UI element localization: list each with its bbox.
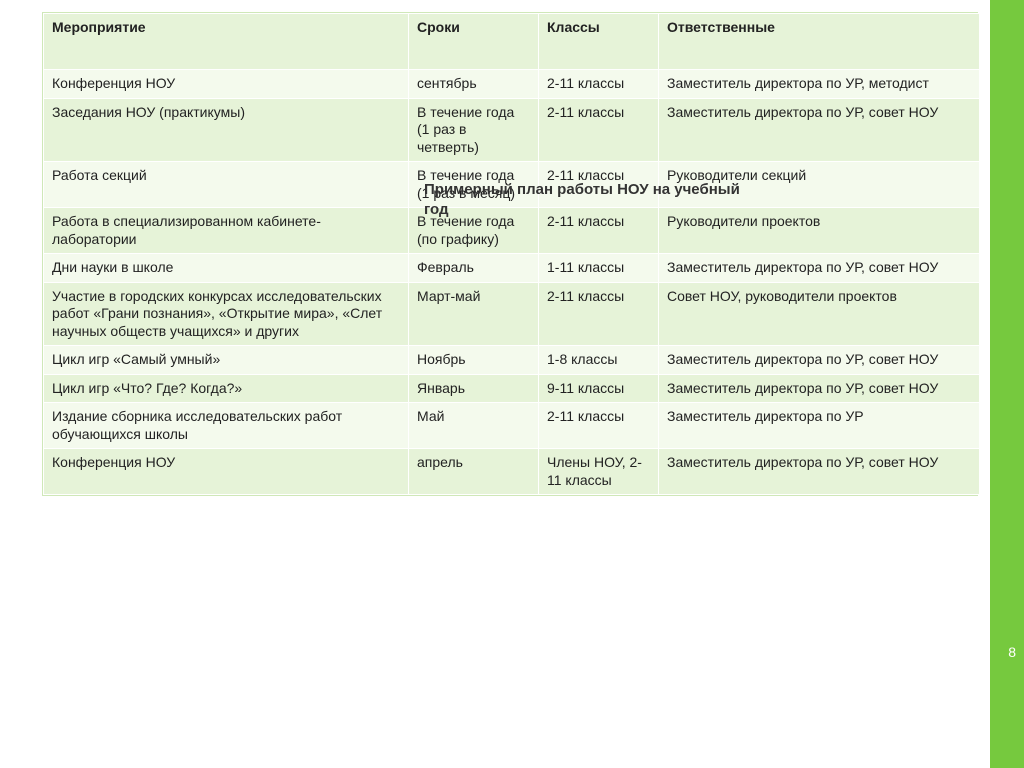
table-cell: Совет НОУ, руководители проектов <box>659 282 980 346</box>
table-cell: 1-11 классы <box>539 254 659 283</box>
table-cell: Конференция НОУ <box>44 70 409 99</box>
table-cell: 2-11 классы <box>539 98 659 162</box>
table-cell: Заместитель директора по УР, совет НОУ <box>659 346 980 375</box>
table-cell: Работа секций <box>44 162 409 208</box>
table-cell: Январь <box>409 374 539 403</box>
table-cell: Дни науки в школе <box>44 254 409 283</box>
table-row: Цикл игр «Что? Где? Когда?»Январь9-11 кл… <box>44 374 980 403</box>
table-cell: Май <box>409 403 539 449</box>
table-cell: Заместитель директора по УР, совет НОУ <box>659 98 980 162</box>
table-cell: Заместитель директора по УР, методист <box>659 70 980 99</box>
col-header-dates: Сроки <box>409 14 539 70</box>
table-cell: Заместитель директора по УР, совет НОУ <box>659 254 980 283</box>
table-cell: Издание сборника исследовательских работ… <box>44 403 409 449</box>
table-cell: Март-май <box>409 282 539 346</box>
table-body: Конференция НОУсентябрь2-11 классыЗамест… <box>44 70 980 495</box>
table-cell: Заместитель директора по УР, совет НОУ <box>659 374 980 403</box>
table-cell: Конференция НОУ <box>44 449 409 495</box>
col-header-classes: Классы <box>539 14 659 70</box>
table-cell: Участие в городских конкурсах исследоват… <box>44 282 409 346</box>
table-row: Издание сборника исследовательских работ… <box>44 403 980 449</box>
col-header-responsible: Ответственные <box>659 14 980 70</box>
table-row: Цикл игр «Самый умный»Ноябрь1-8 классыЗа… <box>44 346 980 375</box>
table-cell: Члены НОУ, 2-11 классы <box>539 449 659 495</box>
table-row: Конференция НОУсентябрь2-11 классыЗамест… <box>44 70 980 99</box>
table-row: Конференция НОУапрельЧлены НОУ, 2-11 кла… <box>44 449 980 495</box>
table-cell: Заседания НОУ (практикумы) <box>44 98 409 162</box>
table-row: Дни науки в школеФевраль1-11 классыЗамес… <box>44 254 980 283</box>
table-cell: Февраль <box>409 254 539 283</box>
table-cell: Заместитель директора по УР <box>659 403 980 449</box>
col-header-event: Мероприятие <box>44 14 409 70</box>
accent-sidebar <box>990 0 1024 768</box>
table-row: Участие в городских конкурсах исследоват… <box>44 282 980 346</box>
table-cell: 2-11 классы <box>539 403 659 449</box>
table-cell: В течение года (1 раз в четверть) <box>409 98 539 162</box>
table-cell: 2-11 классы <box>539 70 659 99</box>
table-header-row: Мероприятие Сроки Классы Ответственные <box>44 14 980 70</box>
table-cell: Цикл игр «Что? Где? Когда?» <box>44 374 409 403</box>
table-cell: Цикл игр «Самый умный» <box>44 346 409 375</box>
table-cell: 1-8 классы <box>539 346 659 375</box>
plan-table: Мероприятие Сроки Классы Ответственные К… <box>43 13 980 495</box>
table-cell: 2-11 классы <box>539 282 659 346</box>
table-cell: Ноябрь <box>409 346 539 375</box>
table-row: Заседания НОУ (практикумы)В течение года… <box>44 98 980 162</box>
table-cell: апрель <box>409 449 539 495</box>
table-cell: 9-11 классы <box>539 374 659 403</box>
table-cell: сентябрь <box>409 70 539 99</box>
plan-table-container: Мероприятие Сроки Классы Ответственные К… <box>42 12 978 496</box>
overlay-title: Примерный план работы НОУ на учебный год <box>424 180 764 219</box>
table-cell: Заместитель директора по УР, совет НОУ <box>659 449 980 495</box>
page-number: 8 <box>1008 644 1016 660</box>
table-cell: Работа в специализированном кабинете-лаб… <box>44 208 409 254</box>
